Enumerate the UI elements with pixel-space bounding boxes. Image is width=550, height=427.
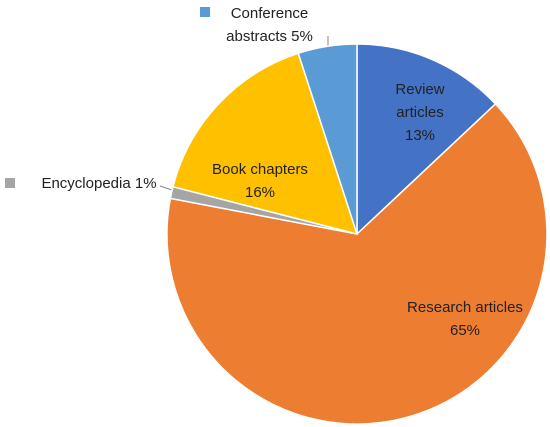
label-marker bbox=[5, 178, 15, 188]
data-label: Review articles 13% bbox=[370, 78, 470, 147]
category-label: Encyclopedia bbox=[41, 175, 131, 192]
pie-slice bbox=[172, 52, 359, 236]
category-label: Review articles bbox=[395, 81, 445, 121]
label-marker bbox=[200, 7, 210, 17]
data-label: Encyclopedia 1% bbox=[24, 172, 174, 195]
data-label: Research articles 65% bbox=[395, 296, 535, 342]
pie-slice bbox=[297, 43, 358, 235]
category-label: Book chapters bbox=[212, 161, 308, 178]
leader-line bbox=[159, 185, 173, 191]
value-label: 1% bbox=[134, 175, 157, 192]
category-label: Conference abstracts bbox=[226, 5, 309, 45]
pie-slice bbox=[166, 102, 548, 425]
data-label: Conference abstracts 5% bbox=[212, 2, 327, 48]
value-label: 5% bbox=[291, 28, 313, 45]
category-label: Research articles bbox=[407, 299, 523, 316]
value-label: 65% bbox=[449, 322, 481, 339]
data-label: Book chapters 16% bbox=[205, 158, 315, 204]
value-label: 16% bbox=[244, 184, 276, 201]
value-label: 13% bbox=[404, 127, 436, 144]
pie-slice bbox=[356, 43, 497, 236]
